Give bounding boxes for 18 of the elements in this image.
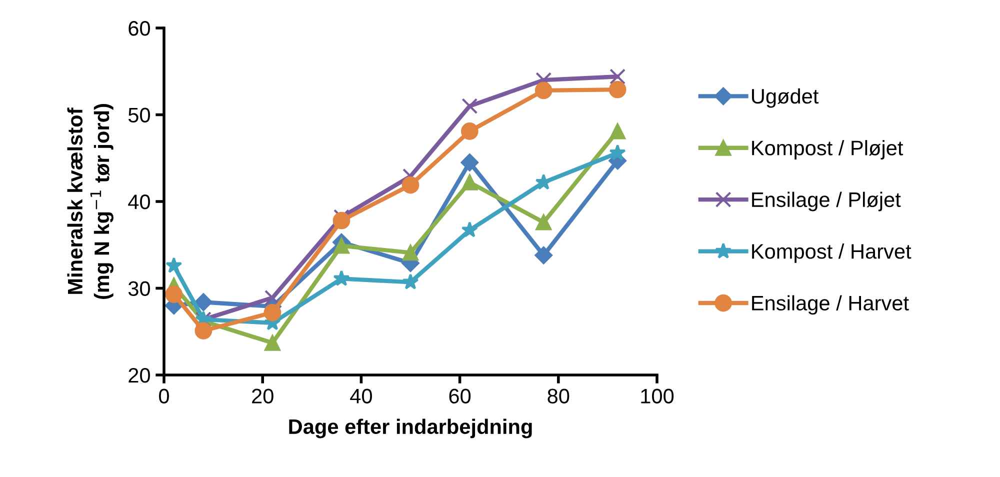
y-tick-label: 40 (128, 194, 150, 210)
y-tick-label: 20 (128, 368, 150, 383)
y-tick-label: 50 (128, 108, 150, 123)
x-tick-label: 100 (641, 388, 674, 404)
y-axis-title: Mineralsk kvælstof (mg N kg$^{−1}$ tør jord) (67, 104, 114, 300)
legend-label: Ugødet (752, 88, 819, 108)
x-tick-label: 0 (159, 388, 169, 404)
x-tick-label: 40 (350, 388, 372, 404)
x-tick-label: 60 (449, 388, 471, 404)
legend-label: Ensilage / Pløjet (752, 192, 901, 212)
legend-label: Kompost / Pløjet (752, 140, 904, 160)
x-tick-label: 80 (548, 388, 570, 404)
legend-label: Ensilage / Harvet (752, 295, 909, 315)
y-tick-label: 60 (128, 21, 150, 36)
y-tick-label: 30 (128, 281, 150, 296)
legend-label: Kompost / Harvet (752, 244, 912, 263)
x-axis-title: Dage efter indarbejdning (289, 418, 532, 438)
x-tick-label: 20 (252, 388, 274, 404)
